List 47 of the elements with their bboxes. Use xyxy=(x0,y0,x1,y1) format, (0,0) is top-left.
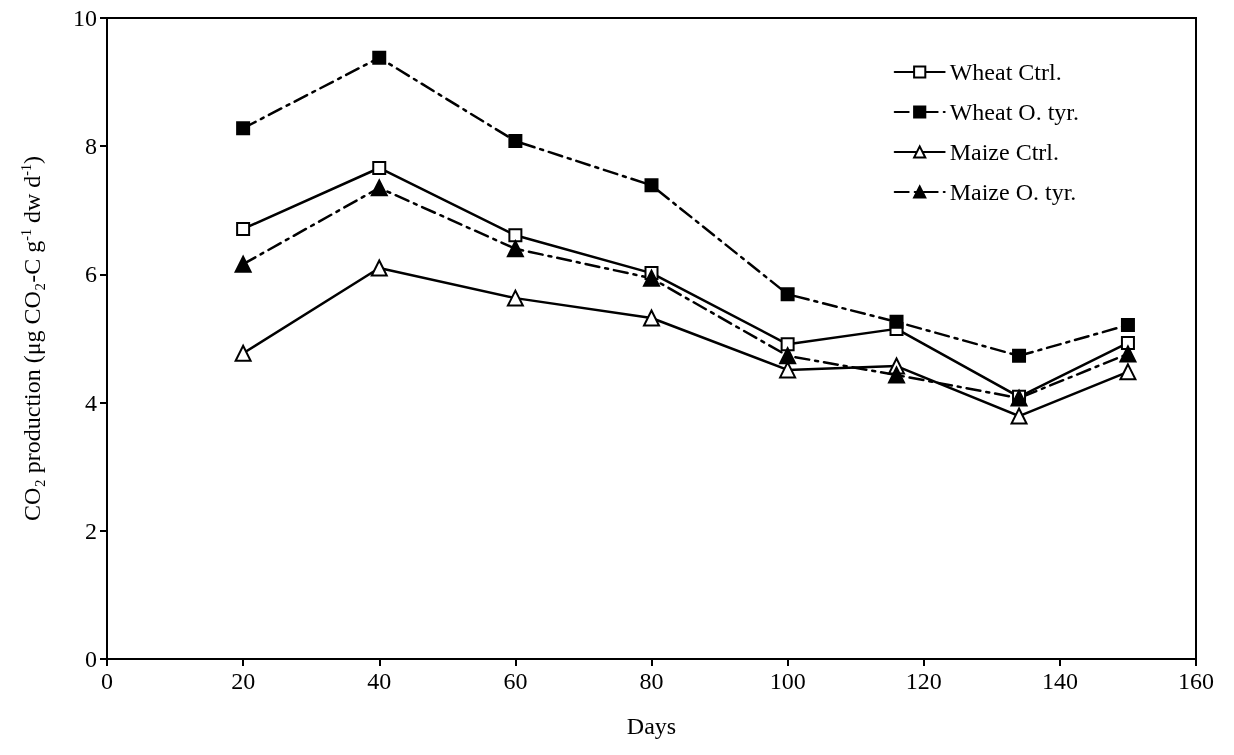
point xyxy=(370,179,388,197)
point xyxy=(1010,407,1028,425)
legend-label: Maize Ctrl. xyxy=(949,139,1060,165)
point xyxy=(1012,348,1027,363)
point xyxy=(780,287,795,302)
y-tick-label: 2 xyxy=(85,517,97,544)
y-tick-label: 4 xyxy=(85,389,97,416)
x-tick-label: 0 xyxy=(101,668,113,694)
point xyxy=(644,178,659,193)
y-tick-label: 8 xyxy=(85,133,97,160)
point xyxy=(234,255,252,273)
point xyxy=(372,160,387,175)
point xyxy=(643,269,660,287)
point xyxy=(888,366,906,384)
point xyxy=(889,314,904,329)
legend-label: Wheat O. tyr. xyxy=(949,99,1079,125)
x-tick-label: 100 xyxy=(769,668,806,694)
point xyxy=(508,228,523,243)
x-tick-label: 120 xyxy=(905,668,942,694)
x-tick-label: 140 xyxy=(1041,668,1078,694)
point xyxy=(1119,363,1137,381)
y-axis-title: CO₂ production (μg CO₂-C g-1 dw d-1) xyxy=(18,156,45,521)
point xyxy=(506,240,524,258)
x-tick-label: 40 xyxy=(367,668,392,694)
point xyxy=(1119,345,1137,363)
point xyxy=(236,221,251,236)
point xyxy=(779,347,797,365)
x-axis-title: Days xyxy=(626,713,677,739)
legend-label: Wheat Ctrl. xyxy=(949,59,1062,85)
y-tick-label: 10 xyxy=(73,5,97,31)
point xyxy=(372,50,387,65)
x-tick-label: 20 xyxy=(231,668,256,694)
y-tick-label: 6 xyxy=(85,261,97,288)
point xyxy=(1120,318,1135,333)
x-tick-label: 160 xyxy=(1178,668,1214,694)
point xyxy=(236,121,251,136)
point xyxy=(1120,335,1135,350)
point xyxy=(234,344,252,362)
x-tick-label: 60 xyxy=(503,668,528,694)
legend-label: Maize O. tyr. xyxy=(949,179,1077,205)
point xyxy=(370,259,388,277)
point xyxy=(780,337,795,352)
x-tick-label: 80 xyxy=(639,668,664,694)
point xyxy=(643,309,660,327)
point xyxy=(508,134,523,149)
y-tick-label: 0 xyxy=(85,646,97,672)
point xyxy=(506,289,524,307)
